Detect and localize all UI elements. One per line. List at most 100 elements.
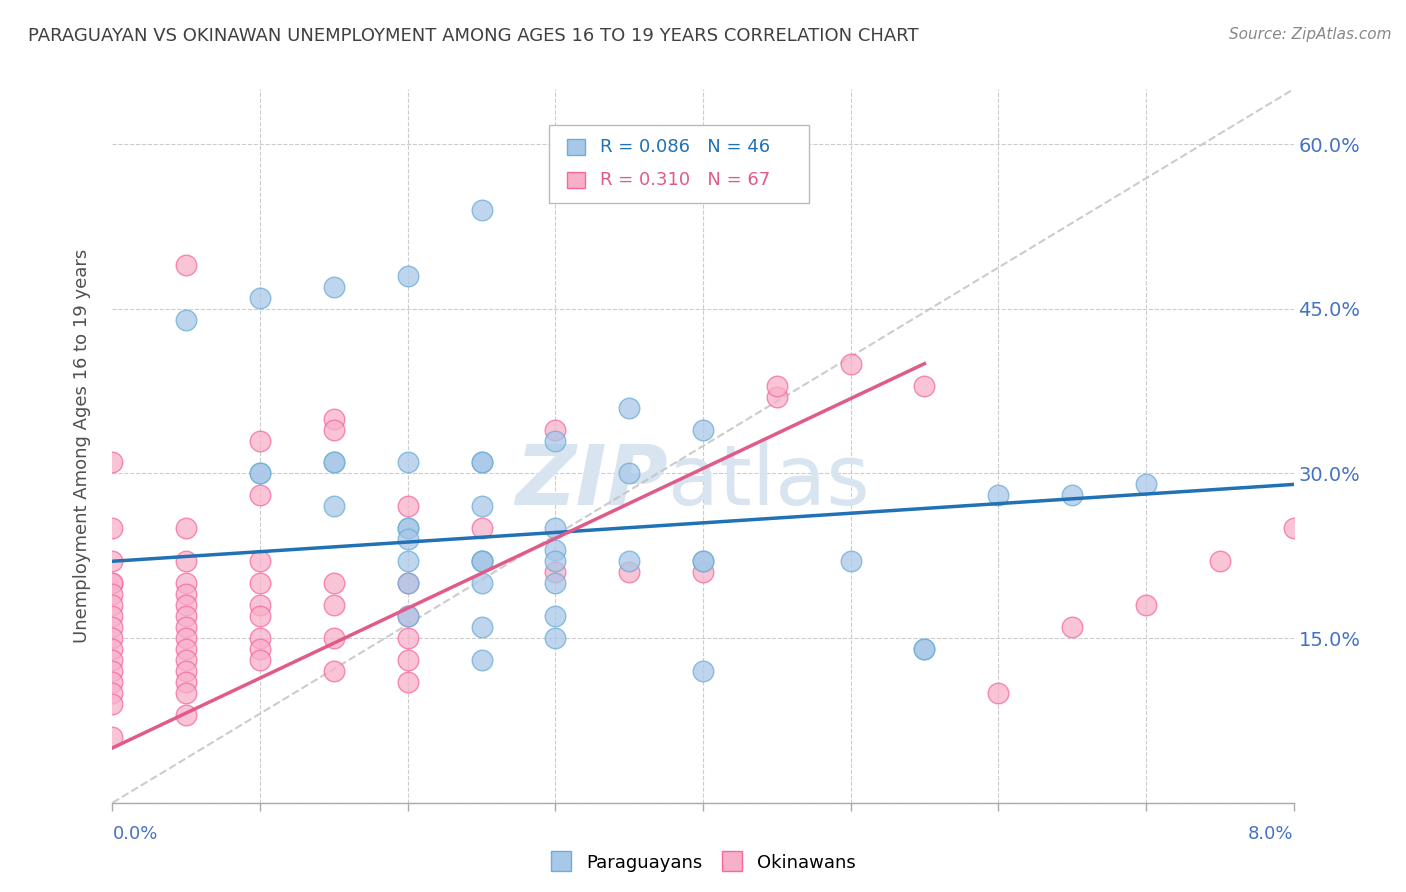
Point bbox=[765, 378, 787, 392]
Point bbox=[1062, 620, 1084, 634]
Point bbox=[765, 390, 787, 404]
Point bbox=[323, 598, 346, 612]
Point bbox=[1135, 598, 1157, 612]
Point bbox=[101, 620, 124, 634]
Point bbox=[544, 543, 567, 558]
Point bbox=[101, 554, 124, 568]
Point bbox=[987, 686, 1010, 700]
Point bbox=[101, 587, 124, 601]
Point bbox=[174, 653, 197, 667]
Point bbox=[396, 455, 419, 469]
Point bbox=[101, 576, 124, 591]
Text: R = 0.086   N = 46: R = 0.086 N = 46 bbox=[599, 138, 769, 156]
Point bbox=[396, 576, 419, 591]
Point bbox=[619, 554, 641, 568]
Point bbox=[101, 576, 124, 591]
Point bbox=[101, 664, 124, 678]
Point bbox=[249, 609, 271, 624]
Point bbox=[174, 609, 197, 624]
Point bbox=[174, 642, 197, 657]
Point bbox=[101, 598, 124, 612]
Point bbox=[396, 576, 419, 591]
Text: 8.0%: 8.0% bbox=[1249, 825, 1294, 843]
Point bbox=[323, 500, 346, 514]
Point bbox=[396, 554, 419, 568]
Point bbox=[249, 653, 271, 667]
Point bbox=[471, 576, 494, 591]
Point bbox=[323, 423, 346, 437]
Point bbox=[544, 631, 567, 645]
Point bbox=[249, 598, 271, 612]
Point bbox=[471, 455, 494, 469]
Point bbox=[396, 653, 419, 667]
Point bbox=[396, 609, 419, 624]
Point bbox=[1282, 521, 1305, 535]
Point bbox=[914, 378, 936, 392]
Point bbox=[249, 576, 271, 591]
Point bbox=[101, 686, 124, 700]
Point bbox=[101, 653, 124, 667]
Point bbox=[471, 653, 494, 667]
Point bbox=[174, 664, 197, 678]
Point bbox=[544, 554, 567, 568]
Point bbox=[323, 664, 346, 678]
Point bbox=[987, 488, 1010, 502]
Point bbox=[1062, 488, 1084, 502]
Point bbox=[619, 467, 641, 481]
Point bbox=[174, 587, 197, 601]
Point bbox=[249, 642, 271, 657]
Point bbox=[544, 576, 567, 591]
Point bbox=[174, 631, 197, 645]
Point bbox=[174, 708, 197, 723]
Point bbox=[249, 631, 271, 645]
Point bbox=[101, 730, 124, 744]
Point bbox=[101, 642, 124, 657]
Point bbox=[174, 598, 197, 612]
Point bbox=[101, 455, 124, 469]
Point bbox=[1135, 477, 1157, 491]
Point bbox=[471, 455, 494, 469]
Point bbox=[692, 423, 714, 437]
Point bbox=[101, 697, 124, 711]
Point bbox=[249, 467, 271, 481]
Point bbox=[471, 620, 494, 634]
Point bbox=[101, 675, 124, 690]
Point bbox=[1208, 554, 1232, 568]
Point bbox=[174, 620, 197, 634]
Point bbox=[692, 554, 714, 568]
Point bbox=[396, 609, 419, 624]
Point bbox=[174, 576, 197, 591]
Point bbox=[914, 642, 936, 657]
Y-axis label: Unemployment Among Ages 16 to 19 years: Unemployment Among Ages 16 to 19 years bbox=[73, 249, 91, 643]
Text: R = 0.310   N = 67: R = 0.310 N = 67 bbox=[599, 171, 770, 189]
Point bbox=[544, 566, 567, 580]
Point bbox=[323, 455, 346, 469]
Point bbox=[396, 521, 419, 535]
Point bbox=[323, 455, 346, 469]
Point bbox=[174, 675, 197, 690]
Point bbox=[544, 423, 567, 437]
Point bbox=[692, 554, 714, 568]
Point bbox=[692, 664, 714, 678]
Text: PARAGUAYAN VS OKINAWAN UNEMPLOYMENT AMONG AGES 16 TO 19 YEARS CORRELATION CHART: PARAGUAYAN VS OKINAWAN UNEMPLOYMENT AMON… bbox=[28, 27, 918, 45]
Point bbox=[839, 357, 862, 371]
Point bbox=[174, 554, 197, 568]
Point bbox=[101, 631, 124, 645]
Text: 0.0%: 0.0% bbox=[112, 825, 157, 843]
Point bbox=[839, 554, 862, 568]
Text: ZIP: ZIP bbox=[515, 442, 668, 522]
Point bbox=[249, 434, 271, 448]
Point bbox=[323, 631, 346, 645]
Point bbox=[396, 533, 419, 547]
Point bbox=[544, 521, 567, 535]
Point bbox=[396, 631, 419, 645]
Point bbox=[101, 521, 124, 535]
Point bbox=[249, 488, 271, 502]
Legend: Paraguayans, Okinawans: Paraguayans, Okinawans bbox=[543, 846, 863, 880]
Point bbox=[471, 202, 494, 217]
Point bbox=[249, 554, 271, 568]
Point bbox=[396, 675, 419, 690]
Point bbox=[174, 312, 197, 326]
FancyBboxPatch shape bbox=[567, 139, 585, 155]
Point bbox=[396, 521, 419, 535]
